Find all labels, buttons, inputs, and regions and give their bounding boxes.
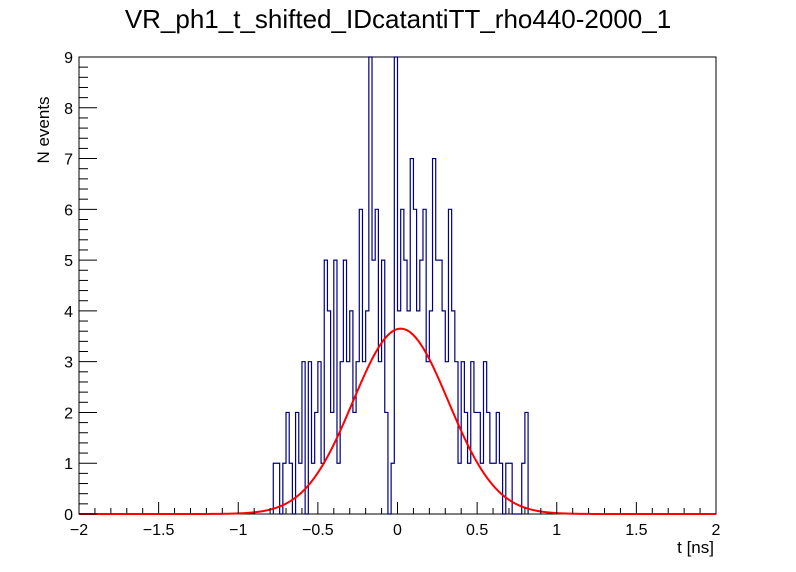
histogram-bin <box>394 57 397 514</box>
histogram-bin <box>525 412 528 514</box>
histogram-bin <box>471 362 474 514</box>
histogram-bin <box>296 412 299 514</box>
y-tick-label: 9 <box>64 50 73 67</box>
histogram-bin <box>356 362 359 514</box>
histogram-bin <box>378 362 381 514</box>
y-tick-label: 8 <box>64 101 73 118</box>
y-tick-label: 3 <box>64 355 73 372</box>
histogram-bin <box>410 159 413 514</box>
y-tick-label: 0 <box>64 507 73 524</box>
x-axis-label: t [ns] <box>677 538 714 557</box>
histogram-bin <box>496 412 499 514</box>
histogram-bin <box>366 311 369 514</box>
y-tick-label: 6 <box>64 202 73 219</box>
y-axis-label: N events <box>34 96 53 163</box>
histogram-bin <box>318 362 321 514</box>
x-tick-label: 0 <box>393 522 402 539</box>
histogram-bin <box>509 463 512 514</box>
y-tick-label: 7 <box>64 152 73 169</box>
x-tick-label: −2 <box>70 522 88 539</box>
histogram-bin <box>464 412 467 514</box>
histogram-bin <box>433 159 436 514</box>
histogram-bin <box>490 463 493 514</box>
histogram-bin <box>273 463 276 514</box>
histogram-bin <box>372 260 375 514</box>
histogram-bin <box>398 311 401 514</box>
histogram-bin <box>343 260 346 514</box>
chart-title: VR_ph1_t_shifted_IDcatantiTT_rho440-2000… <box>124 4 672 34</box>
histogram-bin <box>391 463 394 514</box>
histogram-bin <box>487 412 490 514</box>
histogram-bin <box>448 209 451 514</box>
histogram-bin <box>375 209 378 514</box>
y-tick-label: 4 <box>64 304 73 321</box>
histogram-bin <box>286 412 289 514</box>
histogram-bin <box>283 463 286 514</box>
histogram-bin <box>369 57 372 514</box>
histogram-bin <box>404 260 407 514</box>
histogram-bin <box>385 412 388 514</box>
histogram-bin <box>308 362 311 514</box>
y-tick-label: 1 <box>64 456 73 473</box>
histogram-bin <box>426 362 429 514</box>
x-tick-label: 0.5 <box>466 522 488 539</box>
histogram-series <box>272 56 529 515</box>
histogram-bin <box>359 209 362 514</box>
x-tick-label: 1 <box>552 522 561 539</box>
histogram-bin <box>413 209 416 514</box>
histogram-bin <box>429 311 432 514</box>
y-tick-label: 2 <box>64 405 73 422</box>
histogram-bin <box>436 260 439 514</box>
histogram-bin <box>382 260 385 514</box>
x-tick-label: −1 <box>229 522 247 539</box>
histogram-bin <box>499 463 502 514</box>
histogram-bin <box>455 362 458 514</box>
histogram-bin <box>353 412 356 514</box>
histogram-bin <box>458 463 461 514</box>
histogram-bin <box>299 463 302 514</box>
histogram-bin <box>315 412 318 514</box>
histogram-bin <box>331 412 334 514</box>
histogram-bin <box>483 362 486 514</box>
fit-curve <box>79 327 716 515</box>
x-tick-label: −0.5 <box>302 522 334 539</box>
histogram-bin <box>334 260 337 514</box>
histogram-bin <box>347 362 350 514</box>
histogram-bin <box>350 311 353 514</box>
histogram-bin <box>401 209 404 514</box>
histogram-bin <box>312 463 315 514</box>
x-tick-label: 1.5 <box>625 522 647 539</box>
histogram-bin <box>423 209 426 514</box>
histogram-bin <box>420 260 423 514</box>
histogram-bin <box>506 463 509 514</box>
histogram-bin <box>362 362 365 514</box>
histogram-bin <box>340 362 343 514</box>
histogram-bin <box>327 311 330 514</box>
histogram-bin <box>468 463 471 514</box>
histogram-bin <box>324 260 327 514</box>
histogram-bin <box>337 463 340 514</box>
histogram-bin <box>442 311 445 514</box>
histogram-bin <box>289 463 292 514</box>
y-tick-label: 5 <box>64 253 73 270</box>
histogram-bin <box>407 311 410 514</box>
histogram-bin <box>445 362 448 514</box>
x-tick-label: −1.5 <box>143 522 175 539</box>
x-tick-label: 2 <box>712 522 721 539</box>
histogram-bin <box>321 463 324 514</box>
